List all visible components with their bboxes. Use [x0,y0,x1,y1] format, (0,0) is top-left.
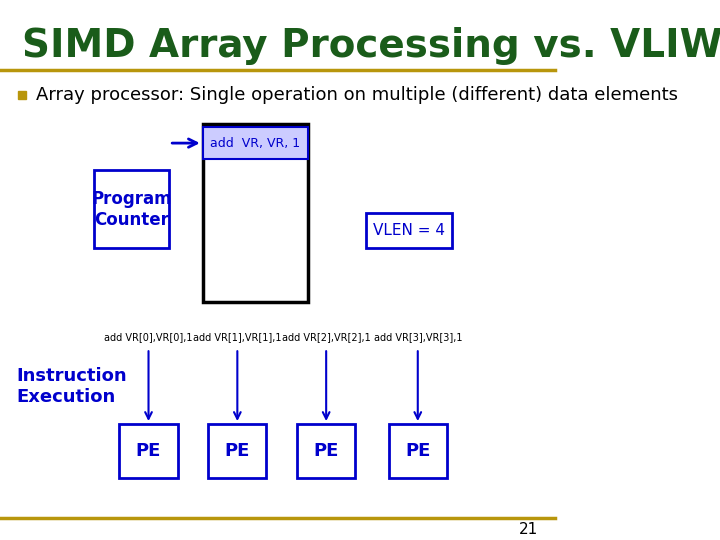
FancyBboxPatch shape [389,424,447,478]
Text: PE: PE [313,442,339,460]
Text: add VR[1],VR[1],1: add VR[1],VR[1],1 [193,332,282,342]
Text: add VR[2],VR[2],1: add VR[2],VR[2],1 [282,332,371,342]
FancyBboxPatch shape [297,424,355,478]
Text: Array processor: Single operation on multiple (different) data elements: Array processor: Single operation on mul… [36,85,678,104]
FancyBboxPatch shape [120,424,178,478]
Text: Instruction
Execution: Instruction Execution [17,367,127,406]
FancyBboxPatch shape [202,124,308,302]
Text: Program
Counter: Program Counter [91,190,172,228]
Text: VLEN = 4: VLEN = 4 [374,224,446,238]
Text: PE: PE [136,442,161,460]
FancyBboxPatch shape [94,170,169,248]
Text: SIMD Array Processing vs. VLIW: SIMD Array Processing vs. VLIW [22,27,720,65]
FancyBboxPatch shape [208,424,266,478]
Text: PE: PE [405,442,431,460]
Text: add VR[3],VR[3],1: add VR[3],VR[3],1 [374,332,462,342]
Text: 21: 21 [519,522,539,537]
Text: add  VR, VR, 1: add VR, VR, 1 [210,137,300,150]
Text: add VR[0],VR[0],1: add VR[0],VR[0],1 [104,332,193,342]
FancyBboxPatch shape [366,213,452,248]
Text: PE: PE [225,442,250,460]
FancyBboxPatch shape [202,127,308,159]
